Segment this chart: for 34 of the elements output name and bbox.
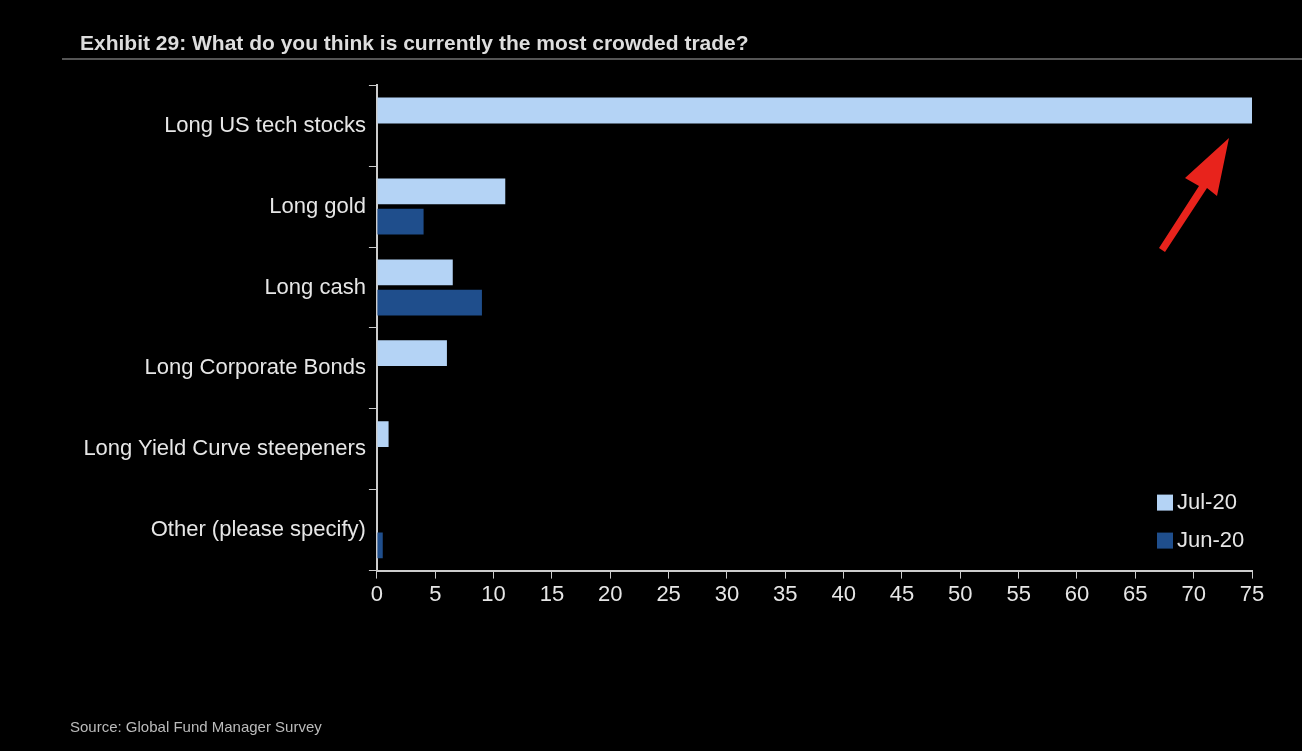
- bar: [377, 289, 482, 316]
- x-tick-label: 75: [1239, 580, 1265, 606]
- y-tick-label: Long Yield Curve steepeners: [83, 435, 366, 461]
- y-tick-label: Long Corporate Bonds: [144, 354, 366, 380]
- legend-label: Jul-20: [1177, 488, 1237, 514]
- bar: [377, 97, 1252, 124]
- x-tick-label: 70: [1181, 580, 1206, 606]
- x-tick-label: 25: [656, 580, 681, 606]
- y-tick-label: Other (please specify): [150, 516, 366, 542]
- y-tick-label: Long gold: [269, 192, 366, 218]
- x-tick-label: 50: [948, 580, 973, 606]
- chart-title: Exhibit 29: What do you think is currently the most crowded trade?: [80, 31, 749, 55]
- x-tick-label: 5: [429, 580, 442, 606]
- x-tick-label: 0: [370, 580, 384, 606]
- bar: [377, 259, 453, 286]
- x-tick-label: 45: [889, 580, 915, 606]
- y-tick-label: Long US tech stocks: [164, 111, 366, 137]
- bar: [377, 178, 506, 205]
- x-tick-label: 20: [598, 580, 623, 606]
- x-tick-label: 65: [1123, 580, 1148, 606]
- x-tick-label: 10: [481, 580, 506, 606]
- source-note: Source: Global Fund Manager Survey: [70, 717, 323, 735]
- x-tick-label: 55: [1006, 580, 1031, 606]
- x-tick-label: 30: [714, 580, 740, 606]
- bar: [377, 208, 424, 235]
- x-tick-label: 40: [831, 580, 856, 606]
- x-tick-label: 35: [773, 580, 798, 606]
- bar: [377, 421, 389, 447]
- x-tick-label: 60: [1064, 580, 1090, 606]
- y-tick-label: Long cash: [264, 273, 366, 299]
- bar: [377, 532, 383, 559]
- bar: [377, 340, 447, 367]
- legend-label: Jun-20: [1177, 526, 1245, 552]
- x-tick-label: 15: [539, 580, 565, 606]
